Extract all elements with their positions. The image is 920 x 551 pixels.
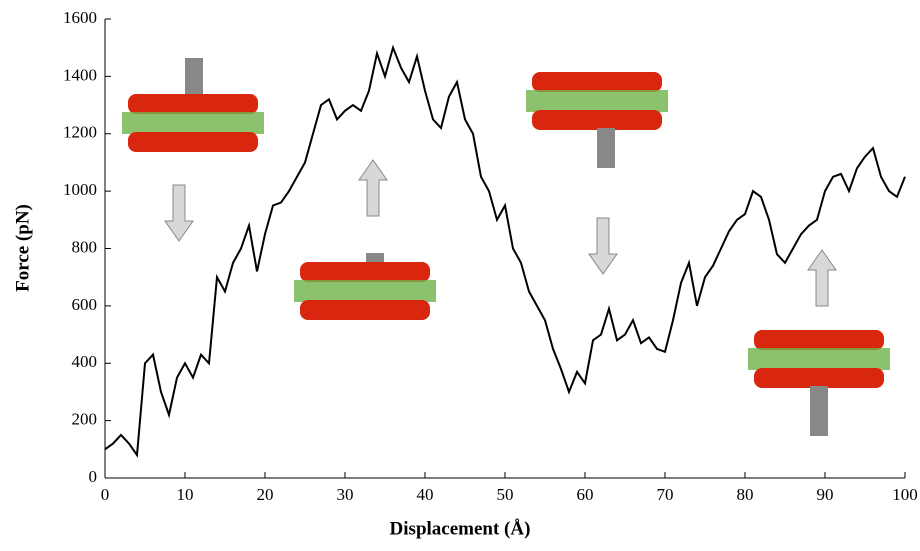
x-tick-label: 60 <box>577 485 594 504</box>
y-tick-label: 0 <box>89 467 98 486</box>
x-axis-label: Displacement (Å) <box>390 518 531 539</box>
x-tick-label: 10 <box>177 485 194 504</box>
y-tick-label: 600 <box>72 295 98 314</box>
force-line <box>104 44 906 458</box>
x-tick-label: 90 <box>817 485 834 504</box>
x-tick-label: 100 <box>892 485 918 504</box>
x-tick-label: 70 <box>657 485 674 504</box>
x-tick-label: 0 <box>101 485 110 504</box>
y-tick-label: 1400 <box>63 65 97 84</box>
insets <box>122 58 890 436</box>
y-tick-label: 200 <box>72 410 98 429</box>
x-tick-label: 50 <box>497 485 514 504</box>
x-tick-label: 20 <box>257 485 274 504</box>
y-tick-label: 1200 <box>63 123 97 142</box>
y-axis-label: Force (pN) <box>12 204 33 292</box>
x-tick-label: 40 <box>417 485 434 504</box>
y-tick-label: 1000 <box>63 180 97 199</box>
x-tick-label: 30 <box>337 485 354 504</box>
y-tick-label: 1600 <box>63 8 97 27</box>
x-tick-label: 80 <box>737 485 754 504</box>
y-tick-label: 800 <box>72 237 98 256</box>
y-tick-label: 400 <box>72 352 98 371</box>
